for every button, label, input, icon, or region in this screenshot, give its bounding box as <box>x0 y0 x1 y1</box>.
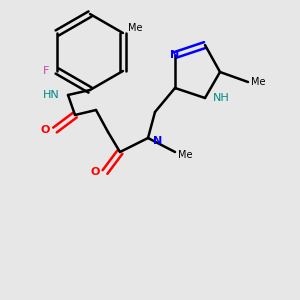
Text: F: F <box>43 66 49 76</box>
Text: N: N <box>170 50 180 60</box>
Text: O: O <box>40 125 50 135</box>
Text: Me: Me <box>178 150 193 160</box>
Text: O: O <box>91 167 100 177</box>
Text: N: N <box>153 136 162 146</box>
Text: Me: Me <box>251 77 266 87</box>
Text: Me: Me <box>128 23 142 33</box>
Text: NH: NH <box>213 93 230 103</box>
Text: HN: HN <box>43 90 60 100</box>
